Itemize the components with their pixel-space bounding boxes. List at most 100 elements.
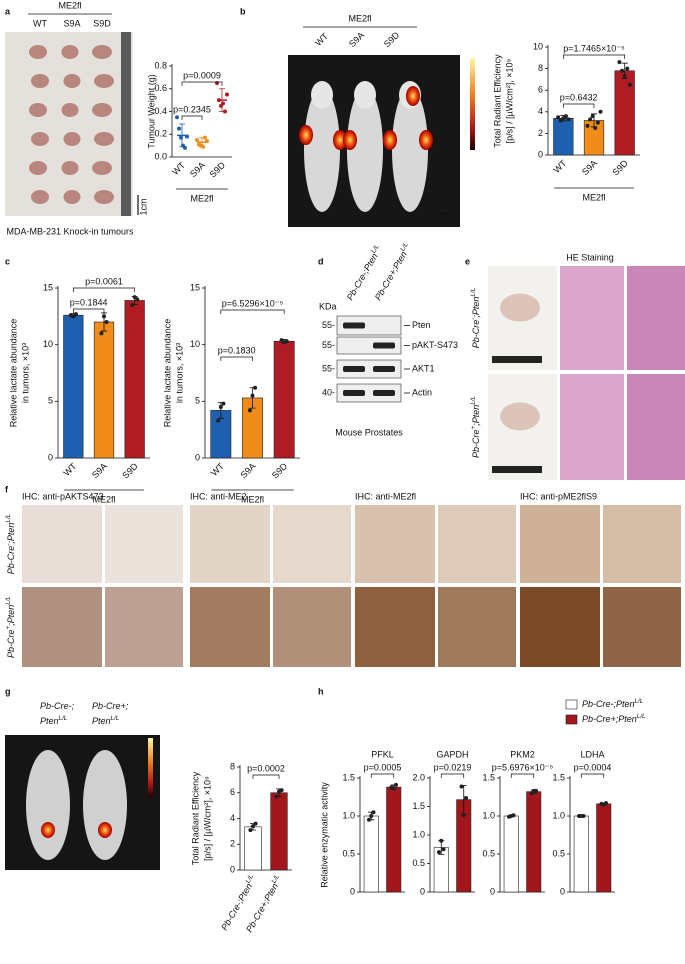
y-tick-label: 0 [560, 886, 565, 896]
text-part: Pb-Cre-; [40, 701, 75, 711]
data-point [177, 126, 181, 131]
text-part: + [470, 425, 477, 429]
p-value: p=0.1844 [70, 297, 108, 307]
y-tick-label: 10 [190, 339, 200, 349]
significance-bracket [510, 773, 535, 778]
chart-title: LDHA [580, 749, 604, 759]
band [373, 390, 395, 396]
x-tick-label: S9A [580, 158, 599, 177]
data-point [250, 393, 255, 398]
bar [503, 815, 519, 893]
band-label: Pten [412, 320, 431, 330]
y-tick-label: 5 [195, 396, 200, 406]
data-point [464, 795, 468, 800]
y-tick-label: 15 [190, 282, 200, 292]
ihc-image [22, 505, 102, 583]
group-label: ME2fl [190, 193, 213, 203]
color-scale [470, 58, 475, 150]
text-part: L/L [111, 715, 120, 722]
chart-title: GAPDH [436, 749, 468, 759]
signal [343, 130, 357, 150]
group-label: ME2fl [582, 192, 605, 202]
color-scale [148, 738, 153, 798]
panel-letter: d [318, 256, 324, 266]
data-point [71, 314, 76, 319]
data-point [284, 339, 289, 344]
y-axis-label: Total Radiant Efficiency [492, 54, 502, 148]
signal [299, 125, 313, 145]
y-tick-label: 8 [538, 63, 543, 73]
signal [406, 86, 420, 106]
y-tick-label: 5 [48, 396, 53, 406]
panel-letter: g [5, 686, 11, 696]
text-part: L/L [271, 873, 282, 885]
p-value: p=0.1830 [218, 345, 256, 355]
data-point [563, 114, 568, 119]
tumour [29, 103, 47, 117]
bar [363, 815, 379, 893]
x-tick-label: S9D [610, 158, 630, 178]
ruler [121, 32, 131, 216]
significance-bracket [220, 309, 285, 314]
ihc-image [520, 587, 600, 667]
data-point [622, 74, 627, 79]
y-tick-label: 0.0 [154, 151, 167, 161]
y-axis-label: Total Radiant Efficiency [190, 771, 200, 865]
text-part: L/L [637, 713, 646, 720]
data-point [132, 295, 137, 300]
data-point [175, 115, 179, 120]
bar [244, 826, 262, 871]
data-point [73, 312, 78, 317]
caption: MDA-MB-231 Knock-in tumours [6, 226, 134, 236]
organ [500, 402, 540, 431]
signal [98, 822, 112, 838]
data-point [595, 120, 600, 125]
text-part: ;Pten [471, 297, 481, 318]
data-point [461, 813, 466, 818]
data-point [247, 408, 252, 413]
ihc-zoom [603, 587, 681, 667]
data-point [225, 92, 229, 97]
column-label: PtenL/L [92, 715, 120, 726]
tumour [29, 45, 47, 59]
x-tick-label: WT [551, 158, 568, 175]
y-tick-label: 0.5 [342, 848, 355, 858]
p-value: p=0.0005 [364, 762, 402, 772]
significance-bracket [72, 287, 136, 292]
panel-letter: b [240, 6, 246, 16]
data-point [104, 320, 109, 324]
x-tick-label: S9D [270, 461, 290, 481]
panel-letter: c [5, 256, 10, 266]
text-part: ;Pten [6, 605, 16, 626]
band [343, 322, 365, 329]
row-label: Pb-Cre+;PtenL/L [5, 596, 16, 658]
panel-letter: f [5, 484, 9, 494]
significance-bracket [580, 773, 605, 778]
text-part: + [5, 625, 12, 629]
panel-letter: h [318, 686, 324, 696]
bar [386, 786, 402, 893]
y-tick-label: 0.8 [154, 60, 167, 70]
caption: Mouse Prostates [335, 427, 403, 437]
y-tick-label: 0 [538, 149, 543, 159]
ihc-image [22, 587, 102, 667]
text-part: Pb-Cre+;Pten [582, 714, 637, 724]
tumour [31, 190, 49, 204]
ihc-image [190, 505, 270, 583]
mouse [83, 750, 127, 860]
data-point [620, 68, 625, 73]
x-tick-label: S9A [238, 461, 257, 480]
data-point [588, 117, 593, 122]
y-axis-label: Tumour Weight (g) [146, 74, 156, 149]
text-part: L/L [370, 243, 381, 255]
text-part: ;Pten [6, 523, 16, 544]
p-value: p=0.0219 [434, 762, 472, 772]
data-point [185, 134, 189, 139]
significance-bracket [220, 356, 253, 361]
column-label: S9D [382, 29, 402, 49]
y-tick-label: 0 [230, 864, 235, 874]
bar [63, 314, 84, 459]
p-value: p=0.2345 [173, 104, 211, 114]
row-label: Pb-Cre+;PtenL/L [470, 396, 481, 458]
bar [273, 340, 295, 459]
